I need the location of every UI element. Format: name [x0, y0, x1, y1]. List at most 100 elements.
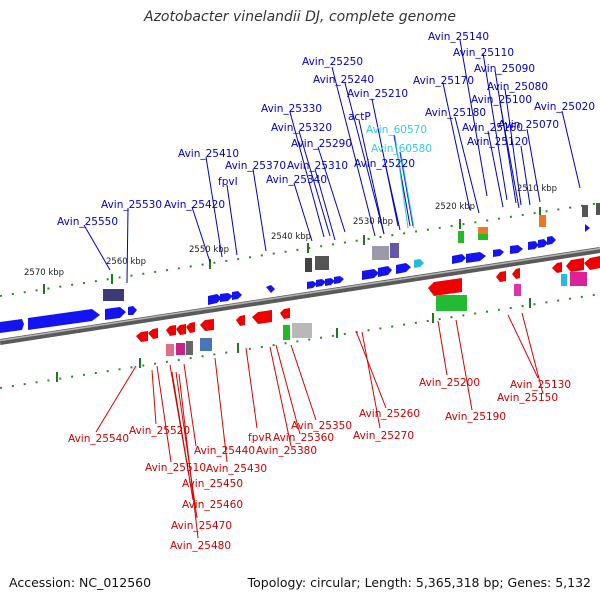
scale-label: 2530 kbp	[353, 217, 393, 227]
scale-label: 2510 kbp	[517, 184, 557, 194]
gene-label: Avin_25220	[354, 158, 415, 170]
feature-block	[478, 234, 488, 240]
accession-text: Accession: NC_012560	[9, 575, 152, 590]
scale-label: 2570 kbp	[24, 268, 64, 278]
feature-block	[596, 203, 600, 215]
gene-label: Avin_25380	[256, 445, 317, 457]
gene-arrow-reverse	[552, 262, 562, 273]
gene-arrow-reverse	[166, 325, 176, 336]
gene-label: Avin_25150	[497, 392, 558, 404]
gene-label: Avin_25510	[145, 462, 206, 474]
gene-arrow-reverse	[176, 324, 186, 335]
gene-arrow-forward	[585, 224, 590, 232]
gene-arrow-forward	[28, 309, 100, 330]
gene-label: Avin_60570	[366, 124, 427, 136]
top-leader-lines	[83, 39, 581, 284]
gene-arrow-reverse	[428, 278, 462, 296]
gene-label: Avin_25090	[474, 63, 535, 75]
genome-backbone	[0, 247, 600, 345]
gene-arrow-forward	[452, 254, 466, 264]
gene-label: Avin_25190	[445, 411, 506, 423]
gene-label: Avin_25320	[271, 122, 332, 134]
feature-block	[186, 341, 193, 355]
genome-title: Azotobacter vinelandii DJ, complete geno…	[144, 9, 456, 25]
gene-arrow-reverse	[584, 256, 600, 270]
gene-arrow-forward	[378, 266, 392, 277]
gene-label: Avin_25100	[471, 94, 532, 106]
gene-arrow-forward	[396, 263, 411, 274]
gene-arrow-forward	[325, 278, 335, 286]
scale-track-top	[0, 202, 600, 297]
gene-label: Avin_60580	[371, 143, 432, 155]
bottom-leader-lines	[95, 312, 544, 539]
gene-arrow-reverse	[512, 268, 520, 279]
gene-label: Avin_25290	[291, 138, 352, 150]
gene-label: Avin_25520	[129, 425, 190, 437]
gene-arrow-reverse	[186, 322, 195, 333]
gene-label: Avin_25160	[462, 122, 523, 134]
rna-gene-arrow	[414, 259, 424, 268]
feature-block	[582, 205, 588, 217]
forward-genes	[0, 224, 590, 333]
feature-block	[561, 274, 567, 286]
gene-label: Avin_25310	[287, 160, 348, 172]
feature-block	[372, 246, 389, 260]
gene-arrow-forward	[547, 236, 556, 245]
gene-label: actP	[348, 111, 371, 123]
feature-block	[305, 258, 312, 272]
scale-label: 2520 kbp	[435, 202, 475, 212]
scale-label: 2550 kbp	[189, 245, 229, 255]
gene-arrow-forward	[105, 307, 126, 320]
gene-label: Avin_25530	[101, 199, 162, 211]
gene-arrow-reverse	[280, 308, 290, 319]
gene-arrow-reverse	[252, 310, 272, 324]
gene-label: Avin_25440	[194, 445, 255, 457]
gene-label: Avin_25080	[487, 81, 548, 93]
topology-text: Topology: circular; Length: 5,365,318 bp…	[247, 575, 591, 590]
scale-track-bottom	[0, 293, 600, 389]
scale-label: 2540 kbp	[271, 232, 311, 242]
gene-label: fpvI	[218, 176, 238, 188]
gene-label: Avin_25020	[534, 101, 595, 113]
gene-label: Avin_25450	[182, 478, 243, 490]
gene-arrow-forward	[538, 239, 548, 248]
feature-block	[283, 325, 290, 340]
gene-label: Avin_25210	[347, 88, 408, 100]
gene-arrow-forward	[510, 245, 523, 254]
scale-labels: 2570 kbp 2560 kbp 2550 kbp 2540 kbp 2530…	[24, 184, 557, 278]
feature-block	[570, 272, 587, 286]
feature-block	[436, 295, 467, 311]
feature-block	[478, 227, 488, 234]
feature-block	[166, 344, 174, 356]
scale-label: 2560 kbp	[106, 257, 146, 267]
gene-arrow-forward	[466, 252, 486, 263]
gene-label: Avin_25110	[453, 47, 514, 59]
gene-arrow-forward	[307, 281, 317, 289]
feature-block	[176, 343, 185, 355]
gene-arrow-forward	[362, 269, 379, 280]
gene-arrow-forward	[266, 285, 275, 293]
gene-label: Avin_25070	[498, 119, 559, 131]
feature-block	[390, 243, 399, 258]
gene-arrow-forward	[528, 241, 539, 250]
gene-label: Avin_25260	[359, 408, 420, 420]
gene-label: Avin_25470	[171, 520, 232, 532]
gene-label: fpvR	[248, 432, 272, 444]
gene-label: Avin_25350	[291, 420, 352, 432]
feature-block	[292, 323, 312, 338]
gene-arrow-forward	[334, 276, 344, 284]
rna-leader-lines	[394, 135, 415, 229]
reverse-genes	[136, 256, 600, 342]
gene-label: Avin_25480	[170, 540, 231, 552]
gene-label: Avin_25340	[266, 174, 327, 186]
gene-label: Avin_25170	[413, 75, 474, 87]
gene-label: Avin_25550	[57, 216, 118, 228]
feature-block	[539, 215, 546, 227]
gene-label: Avin_25130	[510, 379, 571, 391]
gene-arrow-reverse	[148, 328, 158, 339]
gene-arrow-forward	[128, 306, 137, 315]
bottom-gene-labels: Avin_25200 Avin_25130 Avin_25150 Avin_25…	[68, 377, 571, 552]
gene-label: Avin_25180	[425, 107, 486, 119]
gene-label: Avin_25330	[261, 103, 322, 115]
